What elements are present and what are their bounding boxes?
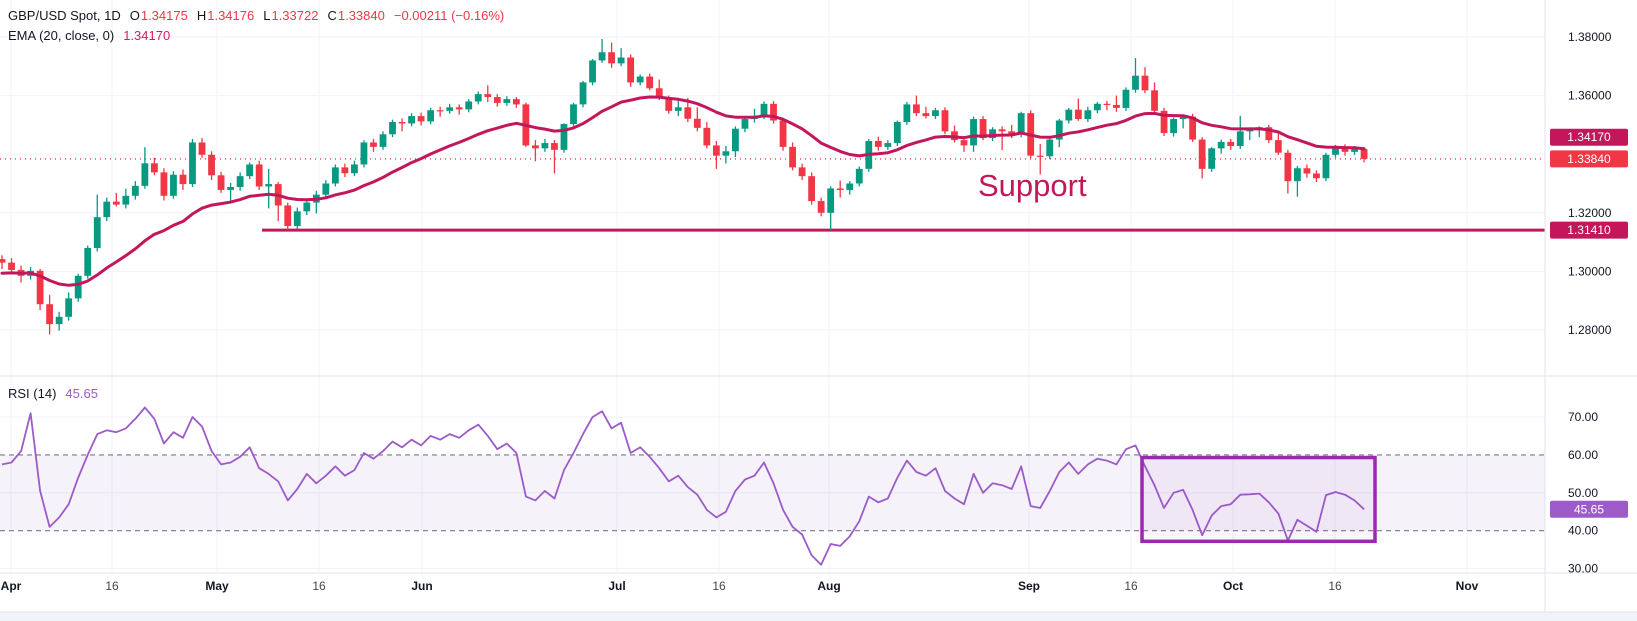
change-value: −0.00211 (−0.16%): [393, 8, 505, 23]
svg-text:1.33840: 1.33840: [1567, 152, 1611, 166]
annotations-layer[interactable]: Support: [978, 168, 1377, 544]
svg-text:16: 16: [1124, 579, 1138, 593]
svg-text:Aug: Aug: [817, 579, 840, 593]
svg-text:16: 16: [312, 579, 326, 593]
price-badges-layer: 1.34170 1.33840 1.31410 45.65: [1550, 128, 1628, 518]
svg-text:1.28000: 1.28000: [1568, 323, 1612, 337]
rsi-legend: RSI (14) 45.65: [8, 386, 98, 401]
ema-indicator-label[interactable]: EMA (20, close, 0): [8, 28, 115, 43]
svg-text:Oct: Oct: [1223, 579, 1243, 593]
svg-text:1.38000: 1.38000: [1568, 30, 1612, 44]
svg-text:May: May: [205, 579, 229, 593]
ema-indicator-value: 1.34170: [123, 28, 171, 43]
svg-text:45.65: 45.65: [1574, 502, 1604, 516]
low-value: L 1.33722: [263, 8, 319, 23]
svg-text:Jul: Jul: [608, 579, 625, 593]
svg-text:16: 16: [1328, 579, 1342, 593]
open-value: O 1.34175: [129, 8, 188, 23]
svg-text:50.00: 50.00: [1568, 486, 1598, 500]
svg-text:Sep: Sep: [1018, 579, 1040, 593]
high-value: H 1.34176: [196, 8, 255, 23]
svg-text:1.30000: 1.30000: [1568, 264, 1612, 278]
svg-text:30.00: 30.00: [1568, 562, 1598, 576]
rsi-indicator-label[interactable]: RSI (14): [8, 386, 57, 401]
close-value: C 1.33840: [327, 8, 385, 23]
svg-text:1.34170: 1.34170: [1567, 130, 1611, 144]
svg-text:1.36000: 1.36000: [1568, 89, 1612, 103]
symbol-title[interactable]: GBP/USD Spot, 1D: [8, 8, 121, 23]
symbol-legend: GBP/USD Spot, 1D O 1.34175 H 1.34176 L 1.33…: [8, 6, 504, 46]
price-axis-scale[interactable]: [1545, 0, 1637, 612]
svg-text:16: 16: [712, 579, 726, 593]
rsi-band-layer: [0, 454, 1545, 532]
price-pane[interactable]: [0, 0, 1545, 376]
svg-text:16: 16: [105, 579, 119, 593]
ema-line[interactable]: [0, 95, 1366, 287]
rsi-indicator-value: 45.65: [65, 386, 98, 401]
level-lines-layer[interactable]: [0, 158, 1545, 232]
svg-text:Nov: Nov: [1456, 579, 1479, 593]
svg-text:1.32000: 1.32000: [1568, 206, 1612, 220]
svg-text:Jun: Jun: [411, 579, 432, 593]
svg-text:40.00: 40.00: [1568, 524, 1598, 538]
support-annotation-label[interactable]: Support: [978, 168, 1087, 203]
svg-text:Apr: Apr: [1, 579, 22, 593]
rsi-pane[interactable]: [0, 376, 1545, 573]
svg-text:1.31410: 1.31410: [1567, 223, 1611, 237]
rsi-line[interactable]: [1, 406, 1365, 566]
svg-text:60.00: 60.00: [1568, 448, 1598, 462]
svg-text:70.00: 70.00: [1568, 410, 1598, 424]
rsi-range-box[interactable]: [1140, 455, 1377, 544]
time-axis-scale[interactable]: [0, 573, 1545, 612]
